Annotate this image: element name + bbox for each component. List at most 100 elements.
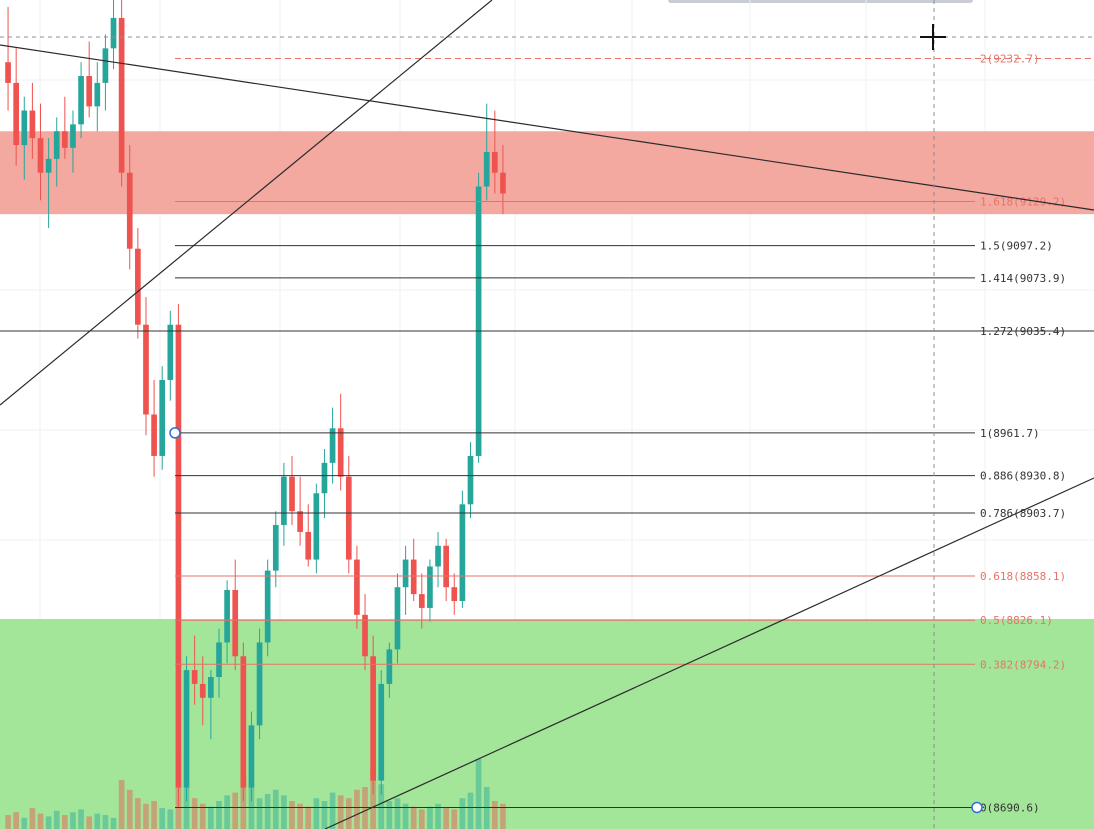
fib-extension[interactable]: 2(9232.7) 1.618(9129.2) 1.5(9097.2) 1.414(9… [0, 52, 1094, 814]
support-zone [0, 618, 1094, 829]
candle-body [232, 589, 239, 657]
volume-bar [29, 808, 36, 829]
volume-bar [435, 803, 441, 829]
candle-body [126, 172, 133, 249]
volume-bar [191, 798, 198, 829]
volume-bar [208, 806, 214, 829]
volume-bar [378, 784, 385, 829]
volume-bar [354, 789, 360, 829]
candle-body [289, 476, 295, 512]
candle-body [224, 589, 230, 643]
candle-body [459, 504, 466, 602]
candle-body [337, 428, 344, 477]
candles [5, 0, 506, 809]
volume-bar [443, 808, 449, 829]
candle-body [500, 172, 506, 194]
volume-bar [362, 787, 368, 829]
candle-body [475, 186, 482, 456]
volume-bar [483, 787, 490, 829]
volume-bar [321, 801, 328, 829]
candle-body [483, 151, 490, 187]
volume-bar [183, 787, 190, 829]
candle-body [451, 587, 458, 602]
volume-bar [199, 803, 206, 829]
fib-anchor-handle-1[interactable] [169, 427, 181, 439]
volume-bar [70, 812, 76, 829]
candle-body [329, 428, 336, 463]
candle-body [151, 414, 157, 456]
volume-bar [459, 798, 466, 829]
candle-body [216, 642, 222, 678]
volume-bar [305, 806, 312, 829]
candle-body [248, 725, 255, 788]
candle-body [305, 531, 312, 560]
candle-body [402, 559, 409, 588]
toolbar-edge [668, 0, 973, 3]
fib-label-1: 1(8961.7) [980, 427, 1040, 440]
volume-bar [224, 795, 230, 829]
trendline-descending[interactable] [0, 44, 1094, 211]
volume-bar [370, 766, 376, 829]
volume-bar [62, 815, 68, 829]
volume-bar [386, 801, 393, 829]
candle-body [37, 138, 44, 173]
volume-bar [21, 817, 28, 829]
volume-bar [118, 780, 125, 829]
candle-body [264, 570, 271, 643]
volume-bar [427, 806, 433, 829]
candle-body [13, 82, 20, 146]
volume-bar [491, 801, 498, 829]
volume-bar [94, 813, 101, 829]
volume-bar [102, 815, 109, 829]
volume-bar [135, 798, 141, 829]
candle-body [45, 158, 52, 173]
volume-bar [410, 806, 417, 829]
candle-body [362, 614, 368, 657]
volume-bar [289, 801, 295, 829]
candle-body [467, 455, 474, 505]
candle-body [183, 670, 190, 788]
candle-body [435, 545, 441, 567]
candle-body [5, 62, 11, 83]
volume-bar [345, 798, 352, 829]
fib-label-0-786: 0.786(8903.7) [980, 507, 1066, 520]
zones [0, 131, 1094, 829]
volume-bar [297, 803, 303, 829]
candle-body [256, 642, 263, 726]
volume-bar [394, 798, 401, 829]
candle-body [167, 324, 174, 380]
candle-body [53, 131, 60, 159]
candle-body [191, 670, 198, 684]
volume-bar [467, 792, 474, 829]
volume-bar [45, 816, 52, 829]
candle-body [21, 110, 28, 146]
volume-bar [256, 798, 263, 829]
volume-bar [500, 803, 506, 829]
candle-body [102, 48, 109, 83]
volume-bar [232, 792, 239, 829]
volume-bar [475, 759, 482, 829]
volume-bar [248, 787, 255, 829]
volume-bar [451, 809, 458, 829]
volume-bar [402, 803, 409, 829]
volume-bar [13, 812, 20, 829]
candle-body [240, 656, 247, 788]
volume-bar [281, 795, 287, 829]
candle-body [418, 594, 425, 608]
candle-body [297, 511, 303, 532]
candle-body [135, 248, 141, 325]
trendline-rising-upper[interactable] [0, 0, 493, 406]
trendline-rising-lower[interactable] [324, 477, 1094, 829]
fib-anchor-handle-0[interactable] [971, 801, 983, 814]
candle-body [281, 476, 287, 526]
volume-bar [78, 809, 84, 829]
candle-body [175, 324, 182, 788]
candle-body [70, 124, 76, 148]
candle-body [272, 525, 279, 571]
volume-bar [313, 798, 320, 829]
candle-body [491, 151, 498, 173]
volume-bar [86, 816, 93, 829]
